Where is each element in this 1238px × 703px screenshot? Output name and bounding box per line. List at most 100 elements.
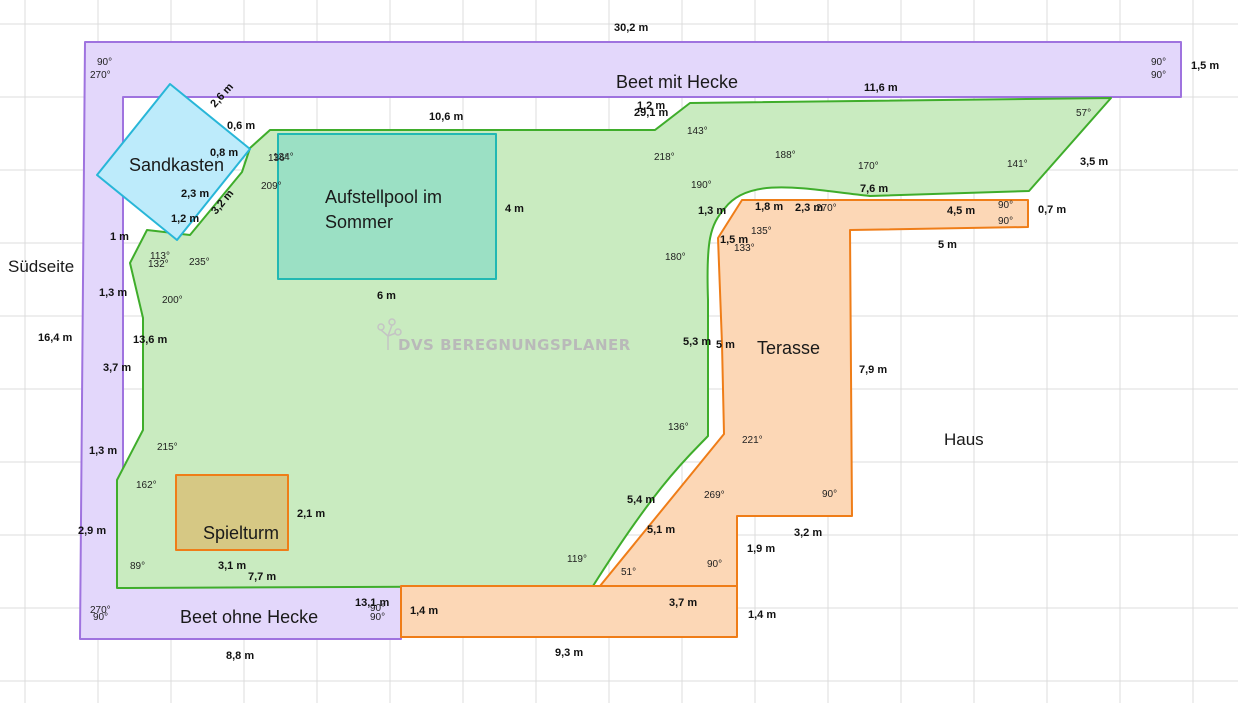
terasse-area[interactable] <box>599 199 1029 587</box>
angle-label: 90° <box>707 559 722 570</box>
angle-label: 57° <box>1076 108 1091 119</box>
dimension-label: 7,9 m <box>859 364 887 376</box>
dimension-label: 3,7 m <box>669 597 697 609</box>
label-pool-line1: Aufstellpool im <box>325 187 442 207</box>
sandkasten-area[interactable] <box>96 83 251 241</box>
dimension-label: 1,5 m <box>720 234 748 246</box>
label-pool-line2: Sommer <box>325 212 393 232</box>
angle-label: 235° <box>189 257 210 268</box>
dimension-label: 5,1 m <box>647 524 675 536</box>
angle-label: 51° <box>621 567 636 578</box>
dimension-label: 1,3 m <box>99 287 127 299</box>
dimension-label: 0,8 m <box>210 147 238 159</box>
label-haus: Haus <box>944 430 984 449</box>
angle-label: 90° <box>370 603 385 614</box>
dimension-label: 1,4 m <box>410 605 438 617</box>
dimension-label: 11,6 m <box>864 82 898 94</box>
dimension-label: 2,9 m <box>78 525 106 537</box>
angle-label: 221° <box>742 435 763 446</box>
aufstellpool-area[interactable] <box>277 133 497 280</box>
angle-label: 90° <box>93 612 108 623</box>
angle-label: 135° <box>751 226 772 237</box>
angle-label: 90° <box>370 612 385 623</box>
angle-label: 119° <box>567 554 587 565</box>
dimension-label: 1,9 m <box>747 543 775 555</box>
angle-label: 133° <box>734 243 755 254</box>
dimension-label: 2,3 m <box>181 188 209 200</box>
dimension-label: 6 m <box>377 290 396 302</box>
dimension-label: 0,6 m <box>227 120 255 132</box>
angle-label: 89° <box>130 561 145 572</box>
angle-label: 188° <box>775 150 796 161</box>
angle-label: 132° <box>148 259 169 270</box>
angle-label: 170° <box>858 161 879 172</box>
dimension-label: 0,7 m <box>1038 204 1066 216</box>
angle-label: 90° <box>998 200 1013 211</box>
dimension-label: 1,3 m <box>698 205 726 217</box>
angle-label: 190° <box>691 180 712 191</box>
label-spielturm: Spielturm <box>203 523 279 543</box>
angle-label: 136° <box>668 422 689 433</box>
angle-label: 269° <box>704 490 725 501</box>
dimension-label: 5 m <box>938 239 957 251</box>
dimension-label: 3,5 m <box>1080 156 1108 168</box>
dimension-label: 10,6 m <box>429 111 463 123</box>
dimension-label: 5,3 m <box>683 336 711 348</box>
label-beet-ohne-hecke: Beet ohne Hecke <box>180 607 318 627</box>
dimension-label: 3,2 m <box>794 527 822 539</box>
dimension-label: 4 m <box>505 203 524 215</box>
dimension-label: 4,5 m <box>947 205 975 217</box>
angle-label: 141° <box>1007 159 1028 170</box>
angle-label: 162° <box>136 480 157 491</box>
angle-label: 113° <box>150 251 170 262</box>
dimension-label: 13,6 m <box>133 334 167 346</box>
dimension-label: 3,7 m <box>103 362 131 374</box>
dimension-label: 1,5 m <box>1191 60 1219 72</box>
angle-label: 270° <box>90 70 111 81</box>
spielturm-area[interactable] <box>175 474 289 551</box>
dimension-label: 1,2 m <box>637 100 665 112</box>
dimension-label: 29,1 m <box>634 107 668 119</box>
dimension-label: 1,4 m <box>748 609 776 621</box>
angle-label: 209° <box>261 181 282 192</box>
label-sandkasten: Sandkasten <box>129 155 224 175</box>
dimension-label: 5,4 m <box>627 494 655 506</box>
angle-label: 90° <box>97 57 112 68</box>
dimension-label: 1 m <box>110 231 129 243</box>
angle-label: 136° <box>268 153 289 164</box>
angle-label: 90° <box>998 216 1013 227</box>
angle-label: 270° <box>90 605 111 616</box>
dimension-label: 1,3 m <box>89 445 117 457</box>
dimension-label: 5 m <box>716 339 735 351</box>
terasse-strip-area[interactable] <box>400 585 738 638</box>
label-beet-mit-hecke: Beet mit Hecke <box>616 72 738 92</box>
dimension-label: 1,2 m <box>171 213 199 225</box>
angle-label: 90° <box>1151 70 1166 81</box>
dimension-label: 13,1 m <box>355 597 389 609</box>
angle-label: 218° <box>654 152 675 163</box>
angle-label: 134° <box>273 152 294 163</box>
dimension-label: 1,8 m <box>755 201 783 213</box>
dimension-label: 2,1 m <box>297 508 325 520</box>
angle-label: 215° <box>157 442 178 453</box>
dimension-label: 2,3 m <box>795 202 823 214</box>
angle-label: 90° <box>1151 57 1166 68</box>
label-suedseite: Südseite <box>8 257 74 276</box>
angle-label: 270° <box>816 203 837 214</box>
dvs-logo-icon <box>377 318 402 350</box>
label-terasse: Terasse <box>757 338 820 358</box>
angle-label: 90° <box>822 489 837 500</box>
angle-labels: 90°270°90°90°57°143°218° 188°170° 141°190°… <box>90 57 1166 623</box>
angle-label: 143° <box>687 126 708 137</box>
dimension-label: 16,4 m <box>38 332 72 344</box>
dimension-labels: 30,2 m1,5 m11,6 m1,2 m29,1 m10,6 m2,6 m0… <box>38 22 1219 662</box>
watermark-text: DVS BEREGNUNGSPLANER <box>398 336 631 354</box>
dimension-label: 8,8 m <box>226 650 254 662</box>
dimension-label: 7,6 m <box>860 183 888 195</box>
angle-label: 180° <box>665 252 686 263</box>
dimension-label: 7,7 m <box>248 571 276 583</box>
angle-label: 200° <box>162 295 183 306</box>
dimension-label: 9,3 m <box>555 647 583 659</box>
